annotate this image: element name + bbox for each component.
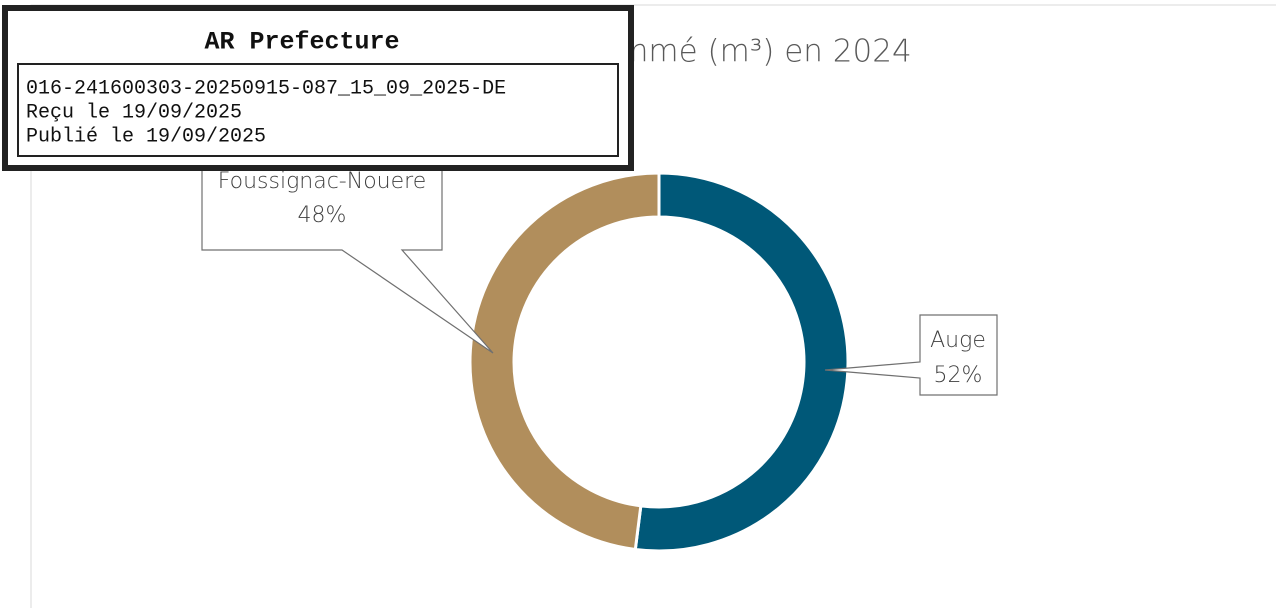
stamp-title: AR Prefecture [204,28,399,57]
stamp-line: Publié le 19/09/2025 [26,125,266,148]
stamp-line: Reçu le 19/09/2025 [26,101,242,124]
donut-segment [633,171,850,553]
stamp-line: 016-241600303-20250915-087_15_09_2025-DE [26,77,506,100]
callout-box [824,314,998,396]
callout: Auge 52% [824,314,998,396]
callout: Foussignac-Nouere 48% [201,139,494,354]
value-label: 52% [934,363,983,388]
category-label: Auge [930,328,986,353]
category-label: Foussignac-Nouere [218,169,426,194]
value-label: 48% [298,203,347,228]
donut-segment [468,171,661,552]
stamp: AR Prefecture 016-241600303-20250915-087… [2,5,634,171]
donut [468,171,850,553]
stamp-inner-frame [17,63,619,157]
stamp-frame [2,5,634,171]
